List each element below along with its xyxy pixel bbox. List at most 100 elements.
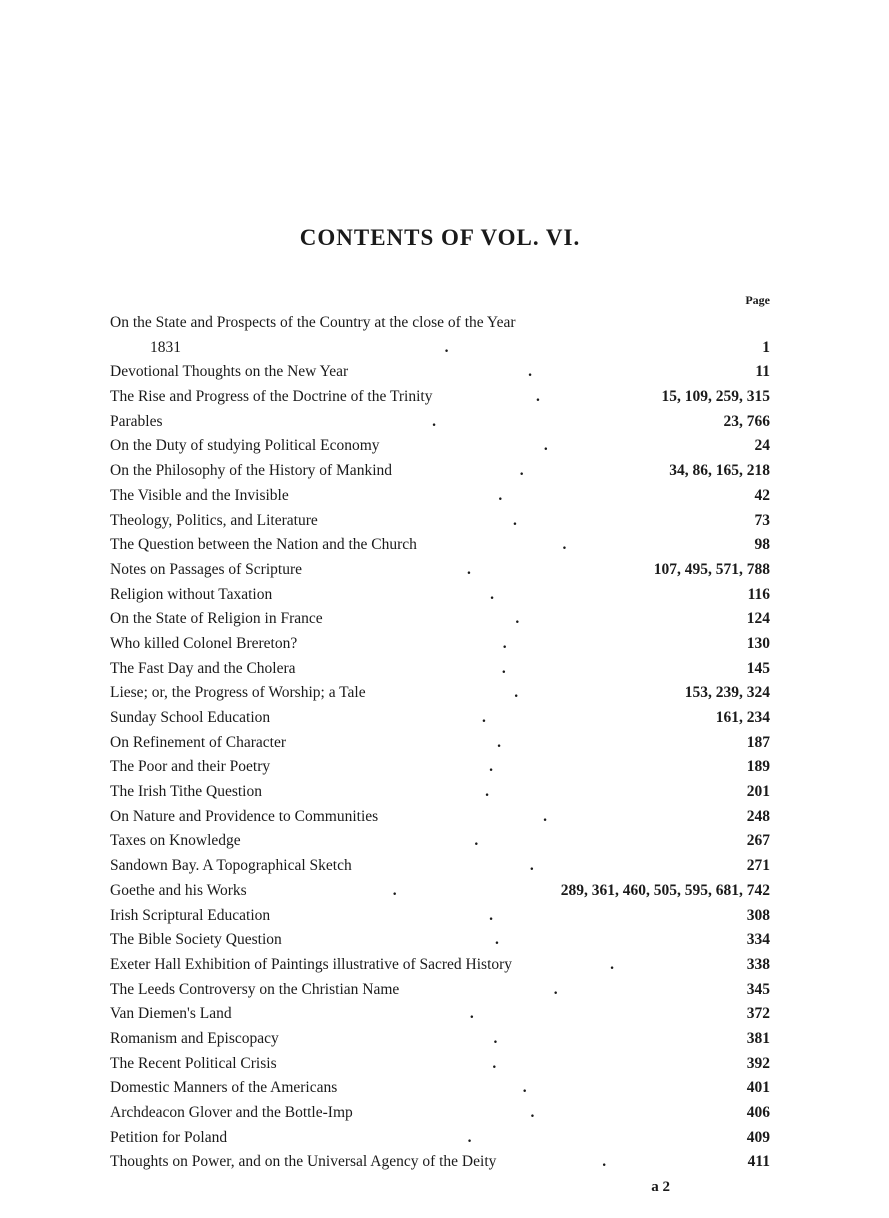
entry-pages: 24 [730, 435, 770, 457]
contents-entry: Who killed Colonel Brereton?.130 [110, 633, 770, 655]
entry-title: The Rise and Progress of the Doctrine of… [110, 386, 432, 408]
leader-dots: . [348, 361, 730, 383]
entry-title: The Poor and their Poetry [110, 756, 270, 778]
contents-entry: Petition for Poland.409 [110, 1127, 770, 1149]
entry-title: Parables [110, 411, 163, 433]
entry-title: The Bible Society Question [110, 929, 282, 951]
leader-dots: . [417, 534, 730, 556]
entry-pages: 248 [730, 806, 770, 828]
contents-entry: The Poor and their Poetry.189 [110, 756, 770, 778]
entry-pages: 73 [730, 510, 770, 532]
contents-entry: Domestic Manners of the Americans.401 [110, 1077, 770, 1099]
contents-entry: Devotional Thoughts on the New Year.11 [110, 361, 770, 383]
contents-entry: Liese; or, the Progress of Worship; a Ta… [110, 682, 770, 704]
entry-pages: 345 [730, 979, 770, 1001]
contents-entry: On the Duty of studying Political Econom… [110, 435, 770, 457]
leader-dots: . [289, 485, 730, 507]
leader-dots: . [302, 559, 654, 581]
entry-title: Theology, Politics, and Literature [110, 510, 318, 532]
entry-pages: 15, 109, 259, 315 [662, 386, 771, 408]
entry-pages: 289, 361, 460, 505, 595, 681, 742 [561, 880, 770, 902]
entry-pages: 23, 766 [724, 411, 771, 433]
entry-title: Liese; or, the Progress of Worship; a Ta… [110, 682, 366, 704]
page-column-header: Page [110, 293, 770, 308]
leader-dots: . [270, 905, 730, 927]
contents-entry: The Leeds Controversy on the Christian N… [110, 979, 770, 1001]
leader-dots: . [296, 658, 730, 680]
contents-entry: Sandown Bay. A Topographical Sketch.271 [110, 855, 770, 877]
contents-entry: Thoughts on Power, and on the Universal … [110, 1151, 770, 1173]
entry-pages: 409 [730, 1127, 770, 1149]
leader-dots: . [378, 806, 730, 828]
entry-title: The Irish Tithe Question [110, 781, 262, 803]
contents-entry: On the State and Prospects of the Countr… [110, 312, 770, 334]
leader-dots: . [270, 707, 716, 729]
leader-dots: . [279, 1028, 730, 1050]
contents-entry: Irish Scriptural Education.308 [110, 905, 770, 927]
entry-pages: 201 [730, 781, 770, 803]
entry-pages: 267 [730, 830, 770, 852]
entry-title: Thoughts on Power, and on the Universal … [110, 1151, 496, 1173]
contents-entry: The Irish Tithe Question.201 [110, 781, 770, 803]
entry-pages: 98 [730, 534, 770, 556]
leader-dots: . [181, 337, 730, 359]
entry-title: Devotional Thoughts on the New Year [110, 361, 348, 383]
contents-entry: Theology, Politics, and Literature.73 [110, 510, 770, 532]
contents-entry: On the Philosophy of the History of Mank… [110, 460, 770, 482]
entry-pages: 411 [730, 1151, 770, 1173]
entry-title: Exeter Hall Exhibition of Paintings illu… [110, 954, 512, 976]
entry-pages: 271 [730, 855, 770, 877]
entry-pages: 308 [730, 905, 770, 927]
leader-dots: . [353, 1102, 730, 1124]
contents-entry: Van Diemen's Land.372 [110, 1003, 770, 1025]
contents-entry: Romanism and Episcopacy.381 [110, 1028, 770, 1050]
contents-entry: Taxes on Knowledge.267 [110, 830, 770, 852]
contents-entry: Archdeacon Glover and the Bottle-Imp.406 [110, 1102, 770, 1124]
entry-title: Domestic Manners of the Americans [110, 1077, 337, 1099]
entry-title: Archdeacon Glover and the Bottle-Imp [110, 1102, 353, 1124]
contents-entry: The Bible Society Question.334 [110, 929, 770, 951]
leader-dots: . [163, 411, 724, 433]
leader-dots: . [227, 1127, 730, 1149]
entry-title: 1831 [110, 337, 181, 359]
entry-title: Taxes on Knowledge [110, 830, 241, 852]
entry-pages: 116 [730, 584, 770, 606]
contents-entry: Parables.23, 766 [110, 411, 770, 433]
entry-title: On the Duty of studying Political Econom… [110, 435, 380, 457]
leader-dots: . [323, 608, 730, 630]
leader-dots: . [262, 781, 730, 803]
entry-pages: 392 [730, 1053, 770, 1075]
entry-title: Sandown Bay. A Topographical Sketch [110, 855, 352, 877]
leader-dots: . [392, 460, 669, 482]
contents-entry: Sunday School Education.161, 234 [110, 707, 770, 729]
entry-pages: 42 [730, 485, 770, 507]
leader-dots: . [286, 732, 730, 754]
entry-pages: 334 [730, 929, 770, 951]
entry-pages: 11 [730, 361, 770, 383]
entry-pages: 124 [730, 608, 770, 630]
page-title: CONTENTS OF VOL. VI. [110, 225, 770, 251]
leader-dots: . [232, 1003, 730, 1025]
signature-mark: a 2 [110, 1179, 770, 1196]
entry-title: The Fast Day and the Cholera [110, 658, 296, 680]
entry-title: On Refinement of Character [110, 732, 286, 754]
entry-pages: 107, 495, 571, 788 [654, 559, 770, 581]
entry-title: Who killed Colonel Brereton? [110, 633, 297, 655]
entry-title: On Nature and Providence to Communities [110, 806, 378, 828]
entry-pages: 189 [730, 756, 770, 778]
leader-dots: . [247, 880, 561, 902]
entry-title: Romanism and Episcopacy [110, 1028, 279, 1050]
entry-pages: 153, 239, 324 [685, 682, 770, 704]
leader-dots: . [270, 756, 730, 778]
entry-pages: 145 [730, 658, 770, 680]
contents-entry: On the State of Religion in France.124 [110, 608, 770, 630]
entry-title: Sunday School Education [110, 707, 270, 729]
leader-dots: . [277, 1053, 730, 1075]
entry-title: Notes on Passages of Scripture [110, 559, 302, 581]
entry-title: The Question between the Nation and the … [110, 534, 417, 556]
contents-entry: Exeter Hall Exhibition of Paintings illu… [110, 954, 770, 976]
entry-title: On the State and Prospects of the Countr… [110, 312, 516, 334]
leader-dots: . [512, 954, 730, 976]
leader-dots: . [380, 435, 730, 457]
entry-title: The Recent Political Crisis [110, 1053, 277, 1075]
